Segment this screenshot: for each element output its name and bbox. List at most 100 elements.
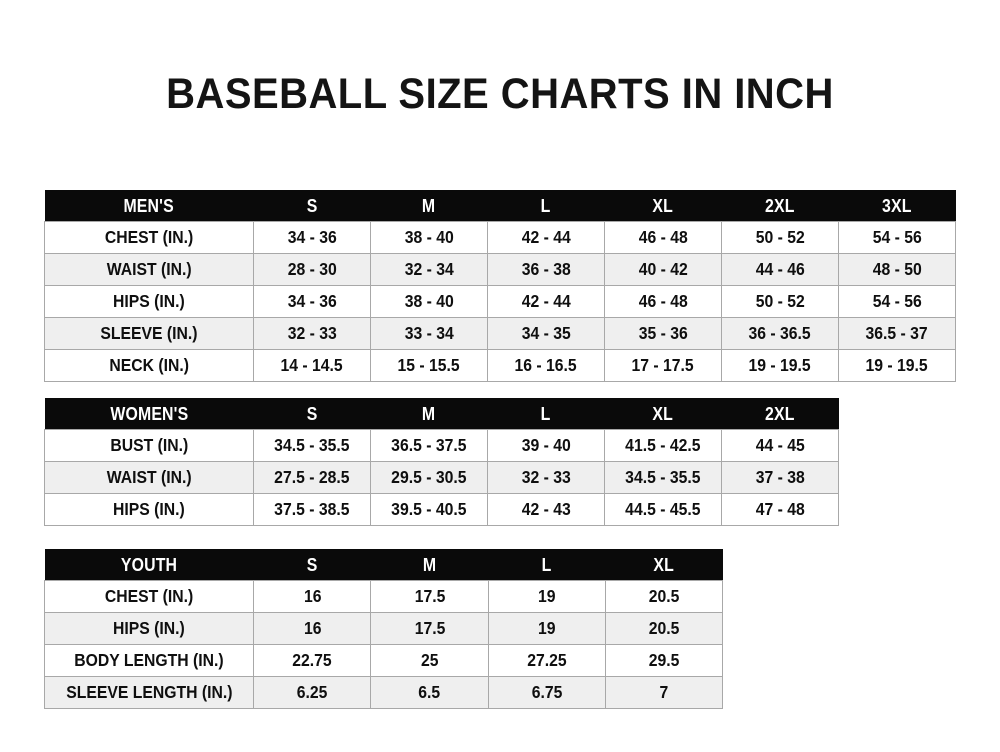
womens-column-xl: XL	[604, 398, 722, 430]
womens-column-l: L	[487, 398, 605, 430]
mens-column-3xl: 3XL	[838, 190, 956, 222]
mens-column-2xl: 2XL	[721, 190, 839, 222]
row-label: HIPS (IN.)	[44, 285, 254, 318]
table-cell: 22.75	[253, 644, 372, 677]
table-cell: 44 - 46	[721, 253, 839, 286]
table-cell: 42 - 44	[487, 285, 605, 318]
youth-header-label: YOUTH	[44, 549, 254, 581]
table-cell: 34 - 36	[253, 285, 371, 318]
table-cell: 14 - 14.5	[253, 349, 371, 382]
table-cell: 35 - 36	[604, 317, 722, 350]
table-cell: 29.5 - 30.5	[370, 461, 488, 494]
womens-column-m: M	[370, 398, 488, 430]
table-cell: 36 - 36.5	[721, 317, 839, 350]
table-cell: 32 - 33	[253, 317, 371, 350]
table-cell: 27.5 - 28.5	[253, 461, 371, 494]
row-label: SLEEVE LENGTH (IN.)	[43, 676, 255, 709]
table-cell: 27.25	[488, 644, 606, 677]
table-cell: 16	[253, 580, 372, 613]
row-label: BUST (IN.)	[44, 429, 254, 462]
mens-column-m: M	[370, 190, 488, 222]
table-cell: 19	[488, 580, 606, 613]
table-cell: 33 - 34	[370, 317, 488, 350]
table-cell: 7	[605, 676, 724, 709]
table-row: SLEEVE (IN.) 32 - 33 33 - 34 34 - 35 35 …	[44, 317, 956, 350]
mens-column-l: L	[487, 190, 605, 222]
table-cell: 39 - 40	[487, 429, 605, 462]
table-cell: 19 - 19.5	[721, 349, 839, 382]
table-cell: 34 - 36	[253, 221, 371, 254]
table-cell: 36 - 38	[487, 253, 605, 286]
row-label: WAIST (IN.)	[44, 461, 254, 494]
table-cell: 16	[253, 612, 372, 645]
table-cell: 36.5 - 37	[838, 317, 956, 350]
womens-header-row: WOMEN'S S M L XL 2XL	[44, 398, 839, 430]
table-cell: 15 - 15.5	[370, 349, 488, 382]
table-cell: 16 - 16.5	[487, 349, 605, 382]
row-label: CHEST (IN.)	[43, 580, 255, 613]
table-cell: 34.5 - 35.5	[604, 461, 722, 494]
table-cell: 20.5	[605, 612, 724, 645]
womens-size-table: WOMEN'S S M L XL 2XL BUST (IN.) 34.5 - 3…	[44, 398, 839, 526]
table-row: WAIST (IN.) 28 - 30 32 - 34 36 - 38 40 -…	[44, 253, 956, 286]
table-cell: 17.5	[370, 612, 489, 645]
table-cell: 6.75	[488, 676, 606, 709]
page-title: BASEBALL SIZE CHARTS IN INCH	[166, 70, 834, 118]
row-label: CHEST (IN.)	[44, 221, 254, 254]
table-cell: 39.5 - 40.5	[370, 493, 488, 526]
table-cell: 19 - 19.5	[838, 349, 956, 382]
mens-header-label: MEN'S	[44, 190, 254, 222]
mens-header-row: MEN'S S M L XL 2XL 3XL	[44, 190, 956, 222]
row-label: SLEEVE (IN.)	[44, 317, 254, 350]
table-row: HIPS (IN.) 16 17.5 19 20.5	[43, 612, 724, 645]
table-row: HIPS (IN.) 37.5 - 38.5 39.5 - 40.5 42 - …	[44, 493, 839, 526]
row-label: HIPS (IN.)	[43, 612, 255, 645]
table-cell: 37.5 - 38.5	[253, 493, 371, 526]
table-cell: 36.5 - 37.5	[370, 429, 488, 462]
table-row: NECK (IN.) 14 - 14.5 15 - 15.5 16 - 16.5…	[44, 349, 956, 382]
table-cell: 29.5	[605, 644, 724, 677]
table-row: BUST (IN.) 34.5 - 35.5 36.5 - 37.5 39 - …	[44, 429, 839, 462]
table-cell: 6.25	[253, 676, 372, 709]
table-cell: 47 - 48	[721, 493, 839, 526]
table-row: CHEST (IN.) 16 17.5 19 20.5	[43, 580, 724, 613]
table-cell: 38 - 40	[370, 285, 488, 318]
table-cell: 34 - 35	[487, 317, 605, 350]
youth-column-s: S	[253, 549, 371, 581]
table-row: HIPS (IN.) 34 - 36 38 - 40 42 - 44 46 - …	[44, 285, 956, 318]
youth-header-row: YOUTH S M L XL	[44, 549, 723, 581]
table-cell: 6.5	[370, 676, 489, 709]
table-cell: 42 - 44	[487, 221, 605, 254]
table-cell: 32 - 34	[370, 253, 488, 286]
table-cell: 41.5 - 42.5	[604, 429, 722, 462]
table-cell: 19	[488, 612, 606, 645]
womens-column-2xl: 2XL	[721, 398, 839, 430]
youth-size-table: YOUTH S M L XL CHEST (IN.) 16 17.5 19 20…	[43, 549, 724, 709]
table-cell: 25	[370, 644, 489, 677]
table-cell: 32 - 33	[487, 461, 605, 494]
youth-column-xl: XL	[605, 549, 723, 581]
mens-column-s: S	[253, 190, 371, 222]
table-cell: 44.5 - 45.5	[604, 493, 722, 526]
table-cell: 50 - 52	[721, 221, 839, 254]
row-label: BODY LENGTH (IN.)	[43, 644, 255, 677]
table-cell: 54 - 56	[838, 285, 956, 318]
mens-size-table: MEN'S S M L XL 2XL 3XL CHEST (IN.) 34 - …	[44, 190, 956, 382]
table-cell: 34.5 - 35.5	[253, 429, 371, 462]
table-cell: 17 - 17.5	[604, 349, 722, 382]
table-cell: 46 - 48	[604, 285, 722, 318]
mens-column-xl: XL	[604, 190, 722, 222]
youth-column-l: L	[488, 549, 606, 581]
table-row: CHEST (IN.) 34 - 36 38 - 40 42 - 44 46 -…	[44, 221, 956, 254]
womens-column-s: S	[253, 398, 371, 430]
table-cell: 44 - 45	[721, 429, 839, 462]
row-label: HIPS (IN.)	[44, 493, 254, 526]
row-label: WAIST (IN.)	[44, 253, 254, 286]
table-row: BODY LENGTH (IN.) 22.75 25 27.25 29.5	[43, 644, 724, 677]
table-cell: 37 - 38	[721, 461, 839, 494]
table-cell: 17.5	[370, 580, 489, 613]
row-label: NECK (IN.)	[44, 349, 254, 382]
table-row: WAIST (IN.) 27.5 - 28.5 29.5 - 30.5 32 -…	[44, 461, 839, 494]
table-cell: 48 - 50	[838, 253, 956, 286]
